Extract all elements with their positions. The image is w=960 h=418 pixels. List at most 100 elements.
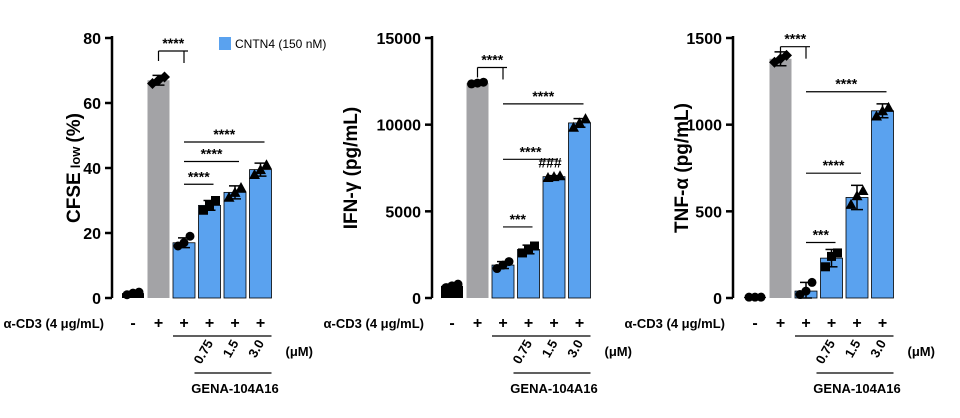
data-point — [223, 191, 235, 202]
legend-swatch — [219, 37, 231, 50]
acd3-sign: + — [205, 315, 214, 332]
y-tick-label: 1500 — [686, 31, 722, 48]
acd3-sign: - — [752, 315, 757, 332]
dose-label: 1.5 — [842, 337, 864, 360]
acd3-sign: + — [498, 315, 507, 332]
bar-6 — [568, 122, 591, 299]
y-axis-label-part: α — [672, 178, 693, 190]
significance-label: *** — [813, 227, 830, 243]
data-point — [580, 113, 591, 124]
y-tick-label: 0 — [412, 291, 421, 308]
data-point — [530, 241, 539, 251]
acd3-label: α-CD3 (4 μg/mL) — [4, 316, 104, 331]
y-axis-label-part: CFSE — [64, 172, 85, 223]
acd3-sign: + — [878, 315, 887, 332]
dose-unit: (μM) — [908, 344, 935, 359]
acd3-sign: + — [473, 315, 482, 332]
acd3-sign: + — [852, 315, 861, 332]
significance-label: **** — [784, 31, 806, 47]
data-point — [857, 185, 869, 196]
data-point — [453, 279, 463, 289]
significance-label: **** — [520, 143, 542, 159]
significance-label: **** — [481, 51, 503, 67]
bar-2 — [147, 80, 170, 298]
data-point — [801, 286, 811, 296]
significance-label: **** — [213, 126, 235, 142]
bar-5 — [223, 191, 247, 299]
y-tick-label: 10000 — [377, 118, 422, 135]
data-point — [827, 251, 836, 261]
data-point — [833, 248, 842, 258]
y-axis-label-part: IFN- — [341, 192, 362, 229]
data-point — [554, 170, 566, 181]
y-tick-label: 15000 — [377, 31, 422, 48]
acd3-sign: - — [130, 315, 135, 332]
bar-3 — [172, 242, 196, 299]
data-point — [845, 198, 857, 209]
data-point — [524, 244, 533, 254]
bar-2 — [466, 83, 489, 298]
y-tick-label: 0 — [92, 291, 101, 308]
data-point — [504, 257, 514, 267]
y-axis-label-part: (pg/mL) — [341, 107, 362, 182]
acd3-label: α-CD3 (4 μg/mL) — [324, 316, 424, 331]
acd3-sign: + — [575, 315, 584, 332]
significance-label: **** — [188, 168, 210, 184]
acd3-sign: + — [524, 315, 533, 332]
data-point — [229, 186, 241, 197]
drug-label: GENA-104A16 — [510, 381, 597, 396]
data-point — [249, 169, 260, 179]
data-point — [205, 200, 214, 210]
data-point — [574, 117, 585, 128]
y-tick-label: 60 — [83, 96, 101, 113]
acd3-sign: + — [549, 315, 558, 332]
dose-unit: (μM) — [286, 344, 313, 359]
data-point — [199, 205, 208, 215]
bar-5 — [542, 176, 566, 299]
data-point — [255, 164, 266, 175]
y-axis-label: TNF-α (pg/mL) — [672, 103, 693, 233]
annotation-label: ### — [538, 155, 562, 171]
drug-label: GENA-104A16 — [191, 381, 278, 396]
y-tick-label: 20 — [83, 226, 101, 243]
y-tick-label: 1000 — [686, 118, 722, 135]
acd3-label: α-CD3 (4 μg/mL) — [625, 316, 725, 331]
dose-label: 3.0 — [245, 337, 267, 360]
y-axis-label-part: (pg/mL) — [672, 103, 693, 178]
y-axis-label-part: (%) — [64, 113, 85, 143]
legend: CNTN4 (150 nM) — [219, 37, 326, 51]
data-point — [179, 238, 189, 248]
dose-label: 1.5 — [539, 337, 561, 360]
data-point — [883, 101, 894, 112]
chart-panel-1: 0 20 40 60 80 CFSE low (%) **** **** **** **** α-CD3… — [4, 31, 313, 396]
y-tick-label: 500 — [695, 204, 722, 221]
bar-5 — [845, 197, 869, 299]
acd3-sign: + — [776, 315, 785, 332]
data-point — [235, 182, 247, 192]
data-point — [185, 231, 195, 241]
data-point — [479, 77, 488, 87]
data-point — [756, 292, 766, 302]
acd3-sign: + — [801, 315, 810, 332]
y-tick-label: 80 — [83, 31, 101, 48]
data-point — [518, 248, 527, 258]
dose-label: 3.0 — [564, 337, 586, 360]
y-axis-label-part: low — [68, 146, 83, 169]
data-point — [877, 105, 888, 116]
data-point — [261, 159, 272, 170]
y-tick-label: 5000 — [385, 204, 421, 221]
acd3-sign: + — [154, 315, 163, 332]
y-axis-label-part: γ — [341, 181, 362, 192]
dose-label: 0.75 — [190, 337, 216, 366]
dose-label: 3.0 — [867, 337, 889, 360]
legend-label: CNTN4 (150 nM) — [235, 37, 326, 51]
data-point — [821, 262, 830, 272]
y-axis-label-part: TNF- — [672, 190, 693, 233]
data-point — [159, 71, 170, 83]
acd3-sign: + — [256, 315, 265, 332]
dose-unit: (μM) — [605, 344, 632, 359]
dose-label: 0.75 — [509, 337, 535, 366]
data-point — [851, 190, 863, 201]
